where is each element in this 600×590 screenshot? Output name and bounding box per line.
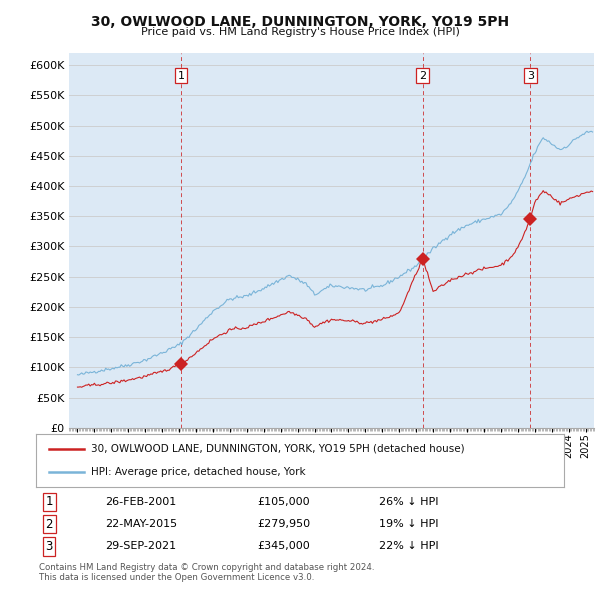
Text: 1: 1 [46, 496, 53, 509]
Text: 26% ↓ HPI: 26% ↓ HPI [379, 497, 439, 507]
Text: 22-MAY-2015: 22-MAY-2015 [104, 519, 177, 529]
Text: 26-FEB-2001: 26-FEB-2001 [104, 497, 176, 507]
Text: £105,000: £105,000 [258, 497, 310, 507]
Text: Price paid vs. HM Land Registry's House Price Index (HPI): Price paid vs. HM Land Registry's House … [140, 27, 460, 37]
Text: HPI: Average price, detached house, York: HPI: Average price, detached house, York [91, 467, 306, 477]
Text: 22% ↓ HPI: 22% ↓ HPI [379, 542, 439, 552]
Text: 29-SEP-2021: 29-SEP-2021 [104, 542, 176, 552]
Text: 1: 1 [178, 71, 185, 81]
Text: £345,000: £345,000 [258, 542, 311, 552]
Text: 3: 3 [527, 71, 534, 81]
Text: 2: 2 [46, 517, 53, 530]
Text: 19% ↓ HPI: 19% ↓ HPI [379, 519, 439, 529]
Text: 30, OWLWOOD LANE, DUNNINGTON, YORK, YO19 5PH: 30, OWLWOOD LANE, DUNNINGTON, YORK, YO19… [91, 15, 509, 30]
Text: 2: 2 [419, 71, 426, 81]
Text: Contains HM Land Registry data © Crown copyright and database right 2024.: Contains HM Land Registry data © Crown c… [39, 563, 374, 572]
Text: This data is licensed under the Open Government Licence v3.0.: This data is licensed under the Open Gov… [39, 573, 314, 582]
Text: 3: 3 [46, 540, 53, 553]
Text: 30, OWLWOOD LANE, DUNNINGTON, YORK, YO19 5PH (detached house): 30, OWLWOOD LANE, DUNNINGTON, YORK, YO19… [91, 444, 465, 454]
Text: £279,950: £279,950 [258, 519, 311, 529]
